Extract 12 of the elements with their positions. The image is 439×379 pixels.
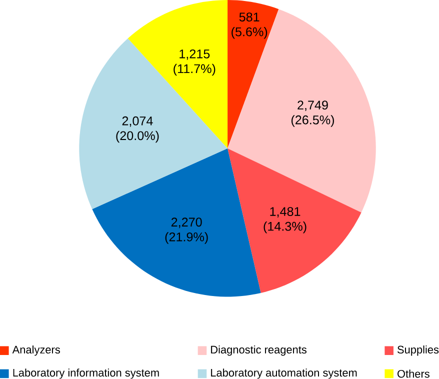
legend-label: Others bbox=[398, 370, 430, 378]
data-label: 2,270 (21.9%) bbox=[165, 218, 208, 244]
data-label: 1,481 (14.3%) bbox=[264, 207, 306, 234]
legend-label: Supplies bbox=[397, 346, 439, 356]
data-label: 581 (5.6%) bbox=[232, 12, 268, 39]
data-label: 1,215 (11.7%) bbox=[174, 50, 216, 76]
legend-label: Laboratory automation system bbox=[211, 368, 357, 379]
legend-label: Laboratory information system bbox=[13, 368, 159, 379]
legend-label: Analyzers bbox=[12, 346, 60, 356]
legend-label: Diagnostic reagents bbox=[211, 346, 307, 356]
data-label: 2,074 (20.0%) bbox=[116, 116, 159, 143]
data-label: 2,749 (26.5%) bbox=[291, 100, 334, 127]
